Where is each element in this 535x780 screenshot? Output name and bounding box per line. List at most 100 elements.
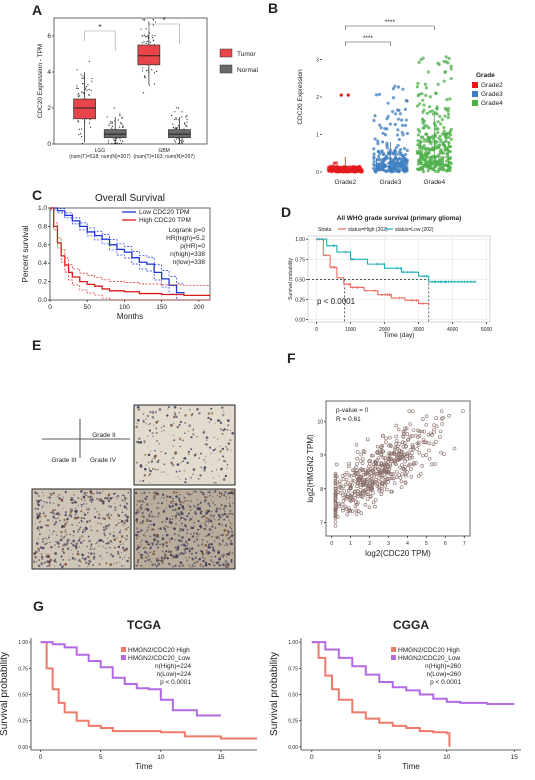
panel-e-cell-nucleus: [84, 558, 87, 561]
panel-e-cell-nucleus: [154, 563, 157, 566]
panel-e-cell-nucleus: [221, 555, 224, 557]
panel-e-cell-nucleus: [192, 473, 194, 475]
panel-f-data-point: [375, 482, 380, 486]
panel-e-cell-nucleus: [137, 499, 139, 501]
panel-a-data-point: [111, 122, 113, 124]
panel-f-data-point: [349, 496, 354, 500]
panel-f-data-point: [390, 476, 395, 481]
panel-e-cell-nucleus: [169, 540, 171, 543]
panel-b-legend-title: Grade: [476, 72, 495, 79]
panel-e-cell-nucleus: [40, 557, 44, 560]
panel-e-cell-nucleus: [156, 507, 159, 510]
panel-e-cell-nucleus: [74, 513, 77, 516]
panel-f-data-point: [402, 452, 406, 457]
panel-e-cell-nucleus: [103, 528, 106, 532]
panel-f-data-point: [348, 484, 353, 489]
panel-f-data-point: [359, 476, 364, 480]
panel-f-xtick-label: 2: [368, 541, 371, 547]
panel-e-cell-nucleus: [87, 512, 89, 514]
panel-f-data-point: [379, 445, 384, 449]
panel-e-cell-nucleus: [163, 553, 167, 557]
panel-f-data-point: [347, 461, 351, 466]
panel-e-cell-nucleus: [87, 507, 90, 511]
panel-e-cell-nucleus: [161, 493, 165, 496]
panel-f-data-point: [371, 453, 375, 458]
panel-e-cell-nucleus: [94, 547, 96, 550]
panel-e-cell-nucleus: [191, 492, 193, 494]
panel-f-data-point: [387, 451, 392, 455]
panel-b-data-point: [444, 136, 448, 140]
panel-e-cell-nucleus: [46, 518, 50, 522]
panel-e-cell-nucleus: [64, 529, 67, 531]
panel-e-cell-nucleus: [135, 518, 138, 521]
panel-e-cell-nucleus: [54, 508, 57, 511]
panel-e-cell-nucleus: [170, 501, 172, 503]
panel-f-data-point: [349, 497, 354, 502]
panel-f-data-point: [440, 416, 444, 421]
panel-e-cell-nucleus: [105, 525, 108, 528]
panel-a-data-point: [119, 114, 121, 117]
panel-e-cell-nucleus: [216, 494, 219, 497]
panel-g-cgga-ytick-label: 0.00: [288, 745, 298, 751]
panel-e-cell-nucleus: [177, 535, 180, 537]
panel-b-data-point: [430, 167, 434, 171]
panel-e-cell-nucleus: [225, 461, 227, 463]
panel-e-cell-nucleus: [140, 544, 143, 546]
panel-e-cell-nucleus: [175, 491, 179, 494]
panel-e-cell-nucleus: [181, 528, 184, 532]
panel-e-cell-nucleus: [188, 453, 190, 456]
panel-b-data-point: [442, 79, 446, 83]
panel-e-cell-nucleus: [231, 552, 234, 555]
panel-c-ylabel: Percent survival: [21, 225, 30, 282]
panel-e-cell-nucleus: [135, 461, 138, 464]
panel-e-cell-nucleus: [119, 543, 122, 546]
panel-e-cell-nucleus: [140, 565, 143, 567]
panel-e-cell-nucleus: [123, 506, 127, 509]
panel-e-cell-nucleus: [188, 564, 190, 566]
panel-d-survival-curve-low: [316, 238, 477, 283]
panel-e-cell-nucleus: [145, 546, 148, 549]
panel-e-cell-nucleus: [177, 476, 179, 478]
panel-e-cell-nucleus: [86, 492, 88, 494]
panel-e-cell-nucleus: [137, 531, 140, 534]
panel-e-cell-nucleus: [173, 503, 175, 505]
panel-e-cell-nucleus: [210, 500, 212, 502]
panel-e-cell-nucleus: [54, 540, 57, 543]
panel-f-data-point: [356, 481, 361, 486]
panel-a-legend-swatch: [219, 64, 233, 74]
panel-e-cell-nucleus: [56, 495, 59, 497]
panel-b-data-point: [420, 117, 425, 121]
panel-e-cell-nucleus: [83, 528, 85, 531]
panel-c-ytick-label: 0.6: [38, 242, 47, 249]
panel-e-cell-nucleus: [214, 422, 216, 424]
panel-e-cell-nucleus: [143, 421, 145, 424]
panel-e-cell-nucleus: [126, 508, 128, 510]
panel-e-cell-nucleus: [222, 541, 224, 543]
panel-b-data-point: [436, 120, 440, 124]
panel-e-cell-nucleus: [52, 520, 54, 522]
panel-e-cell-nucleus: [198, 533, 201, 536]
panel-e-cell-nucleus: [207, 552, 210, 555]
panel-f-data-point: [391, 476, 396, 481]
panel-b-data-point: [448, 161, 452, 165]
panel-e-cell-nucleus: [201, 552, 204, 556]
panel-e-cell-nucleus: [37, 538, 39, 540]
panel-b-data-point: [439, 122, 443, 126]
panel-e-cell-nucleus: [47, 563, 51, 567]
panel-e-cell-nucleus: [217, 438, 219, 440]
panel-d-xtick-label: 3000: [413, 327, 424, 333]
panel-e-cell-nucleus: [38, 529, 40, 532]
panel-e-cell-nucleus: [147, 555, 150, 558]
panel-e-cell-nucleus: [71, 498, 74, 502]
panel-e-cell-nucleus: [180, 511, 183, 514]
panel-e-cell-nucleus: [33, 552, 36, 555]
panel-e-cell-nucleus: [106, 513, 109, 517]
panel-e-ihc-image-grade-iv: [133, 488, 236, 570]
panel-e-cell-nucleus: [155, 536, 158, 538]
panel-e-cell-nucleus: [230, 527, 233, 530]
panel-b-data-point: [448, 168, 452, 173]
panel-e-cell-nucleus: [115, 496, 117, 498]
panel-e-cell-nucleus: [149, 520, 152, 523]
panel-f-data-point: [341, 506, 345, 511]
panel-e-cell-nucleus: [150, 460, 154, 463]
